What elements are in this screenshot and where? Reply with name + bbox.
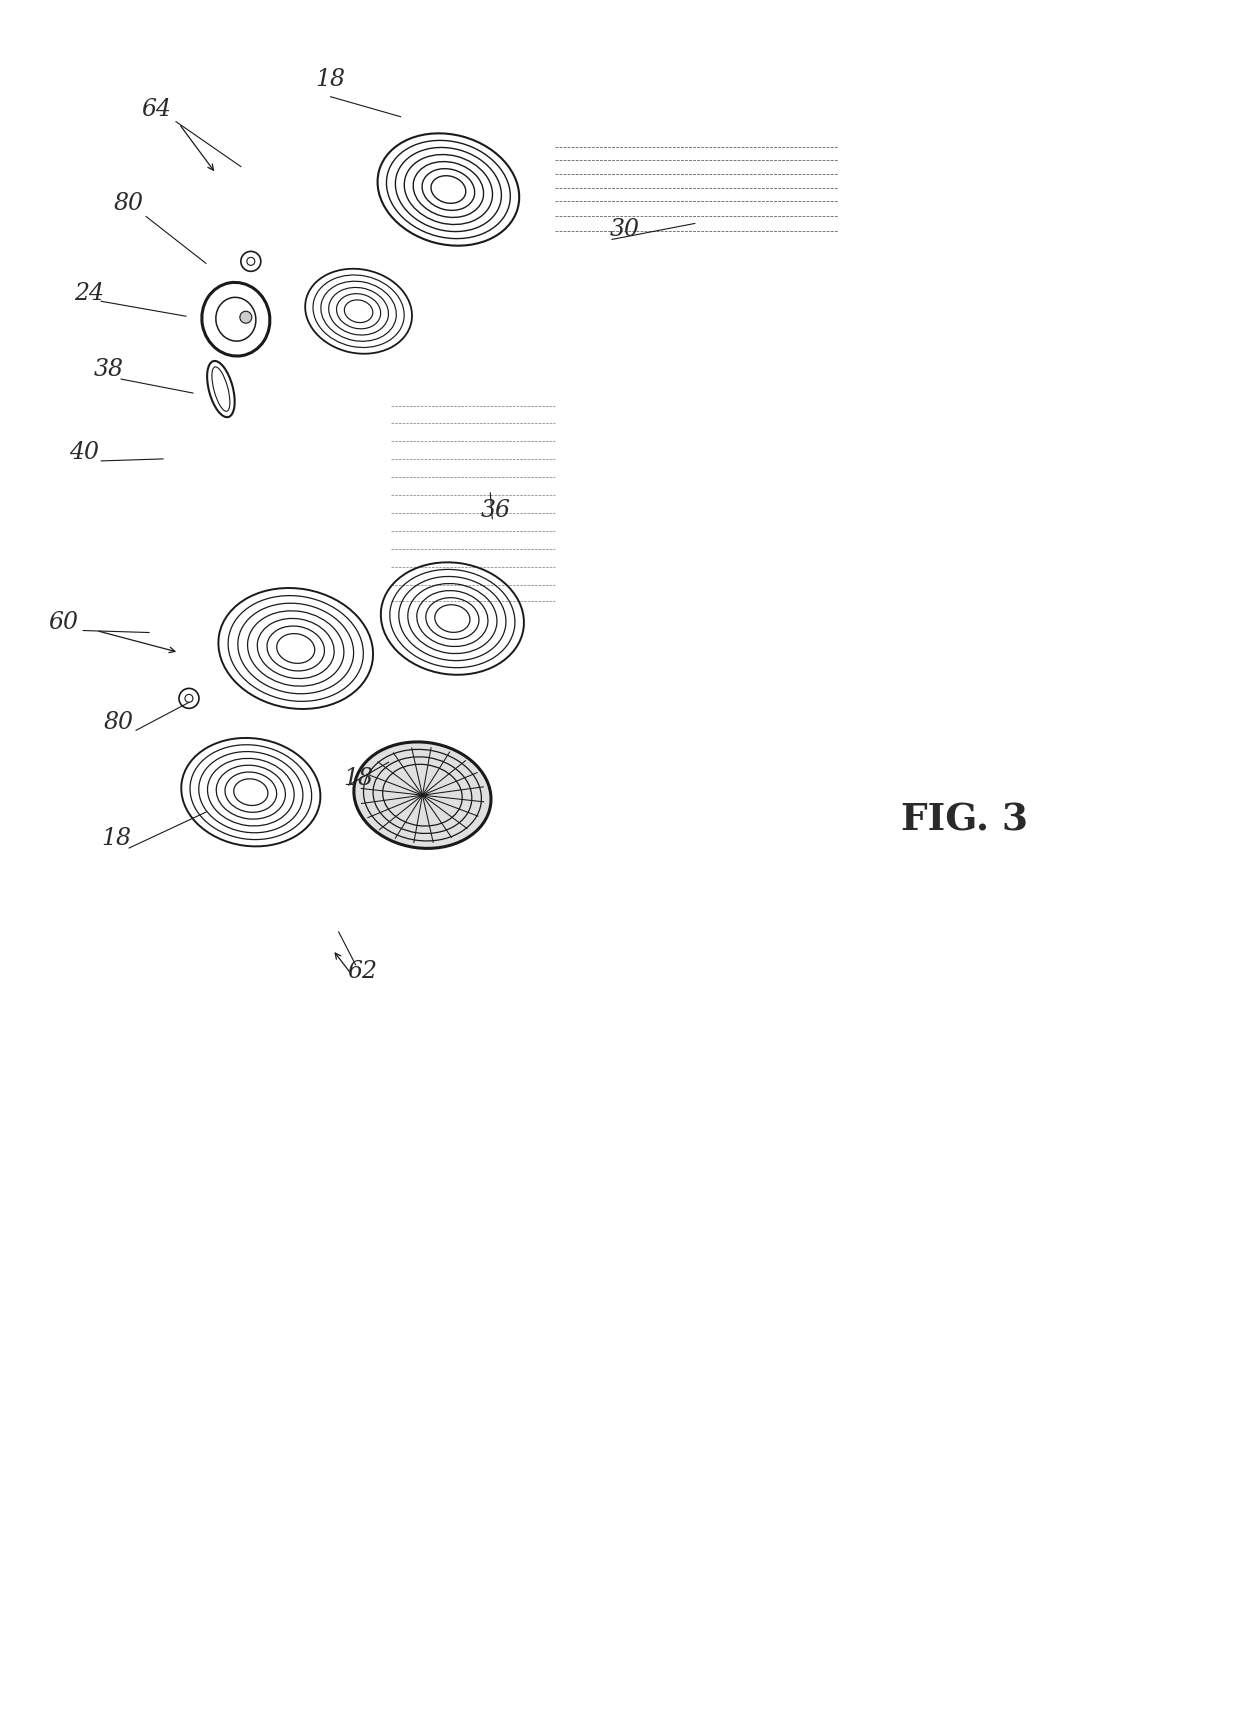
Ellipse shape [216,297,255,340]
Text: 36: 36 [480,499,511,522]
Ellipse shape [353,741,491,848]
Ellipse shape [212,366,229,411]
Text: 80: 80 [104,710,134,734]
Text: FIG. 3: FIG. 3 [900,802,1028,838]
Circle shape [239,311,252,323]
Text: 24: 24 [74,282,104,304]
Circle shape [247,257,254,266]
Circle shape [241,251,260,271]
Text: 18: 18 [102,826,131,850]
Text: 64: 64 [141,98,171,121]
Text: 18: 18 [316,69,346,92]
Text: 38: 38 [94,358,124,380]
Text: 40: 40 [69,441,99,465]
Text: 60: 60 [48,612,78,634]
Text: 18: 18 [343,767,373,790]
Ellipse shape [202,282,270,356]
Circle shape [179,688,198,708]
Ellipse shape [207,361,234,416]
Circle shape [185,695,193,702]
Text: 62: 62 [347,961,377,983]
Text: 30: 30 [610,218,640,240]
Text: 80: 80 [114,192,144,214]
